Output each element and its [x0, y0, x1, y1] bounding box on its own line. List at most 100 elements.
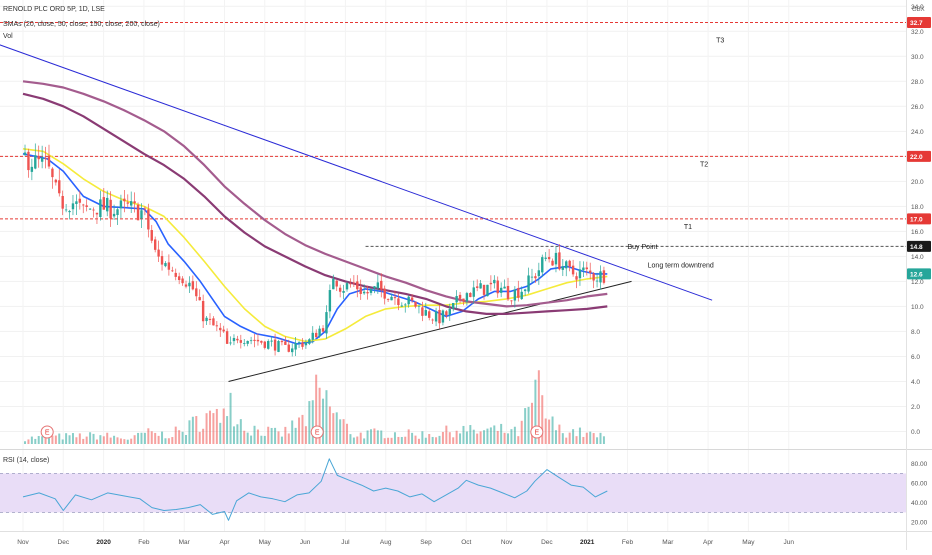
price-tick-label-1: 2.0 — [911, 404, 920, 411]
sma-legend[interactable]: SMAs (20, close, 50, close, 150, close, … — [3, 21, 160, 28]
candle-body — [561, 266, 565, 270]
candle-body — [61, 196, 64, 209]
candle-body — [225, 331, 229, 344]
candle-body — [407, 296, 410, 305]
volume-bar — [171, 437, 174, 444]
volume-bar — [424, 437, 427, 444]
volume-bar — [332, 413, 335, 444]
candle-body — [486, 284, 489, 297]
volume-bar — [585, 432, 588, 444]
price-axis[interactable]: 0.0 2.0 4.0 6.0 8.0 10.0 12.0 14.0 16.0 18.0 20.0 2… — [911, 4, 924, 436]
volume-bar — [431, 436, 434, 444]
volume-bar — [133, 435, 136, 444]
volume-bar — [239, 419, 242, 444]
candle-body — [195, 288, 198, 297]
volume-bar — [599, 432, 602, 444]
candle-body — [102, 197, 106, 210]
time-axis[interactable]: Nov Dec 2020 Feb Mar Apr May Jun Jul Aug Sep Oct Nov… — [17, 539, 794, 546]
candle-body — [95, 212, 99, 215]
candle-body — [544, 257, 547, 259]
volume-bar — [47, 438, 50, 444]
time-tick-label-14: 2021 — [580, 539, 595, 546]
time-tick-label-12: Nov — [501, 539, 513, 546]
candle-body — [582, 267, 585, 271]
volume-bar — [126, 439, 129, 444]
price-tick-label-3: 6.0 — [911, 354, 920, 361]
annotation-t3: T3 — [716, 38, 724, 45]
volume-bar — [369, 429, 372, 444]
volume-bar — [575, 436, 578, 444]
candle-body — [54, 179, 58, 183]
price-tick-label-9: 18.0 — [911, 204, 924, 211]
price-tag-label-12.6: 12.6 — [910, 271, 923, 278]
candle-body — [318, 328, 321, 337]
candle-body — [393, 297, 397, 299]
candle-body — [164, 263, 167, 267]
candle-body — [150, 230, 153, 241]
volume-bar — [489, 427, 492, 444]
candle-body — [458, 294, 462, 299]
volume-bar — [260, 435, 263, 444]
volume-bar — [191, 416, 194, 444]
candle-body — [208, 318, 212, 320]
candle-body — [78, 198, 82, 203]
volume-bar — [44, 435, 47, 444]
candle-body — [123, 198, 126, 202]
candle-body — [332, 278, 335, 290]
rsi-axis[interactable]: 20.00 40.00 60.00 80.00 — [911, 461, 928, 527]
volume-bar — [256, 429, 259, 444]
volume-bar — [493, 425, 496, 444]
volume-bar — [212, 413, 215, 444]
volume-bar — [565, 437, 568, 444]
candle-body — [475, 286, 479, 288]
candle-body — [434, 311, 438, 322]
volume-legend[interactable]: Vol — [3, 33, 13, 40]
candle-body — [58, 180, 61, 194]
candle-body — [82, 204, 85, 206]
volume-bar — [465, 431, 468, 444]
candle-body — [551, 260, 554, 266]
volume-bar — [530, 402, 533, 444]
rsi-tick-label-3: 80.00 — [911, 461, 928, 468]
candle-body — [308, 339, 311, 344]
symbol-title[interactable]: RENOLD PLC ORD 5P, 1D, LSE — [3, 6, 105, 13]
candle-body — [64, 209, 68, 211]
time-tick-label-0: Nov — [17, 539, 29, 546]
volume-bar — [41, 436, 44, 444]
candle-body — [263, 341, 266, 348]
volume-bar — [222, 408, 225, 444]
price-tick-label-16: 32.0 — [911, 29, 924, 36]
candle-body — [130, 201, 133, 206]
annotation-t1: T1 — [684, 224, 692, 231]
volume-bar — [301, 414, 304, 444]
candle-body — [92, 209, 95, 211]
volume-bar — [541, 395, 544, 444]
candle-body — [565, 261, 568, 269]
price-tick-label-15: 30.0 — [911, 54, 924, 61]
candle-body — [198, 297, 201, 301]
volume-bar — [339, 419, 342, 444]
earnings-marker-2 — [530, 425, 544, 439]
candle-body — [256, 339, 260, 342]
candle-body — [410, 297, 414, 301]
volume-bar — [455, 430, 458, 444]
candle-body — [554, 252, 558, 265]
candle-body — [575, 276, 578, 280]
price-tick-label-7: 14.0 — [911, 254, 924, 261]
volume-bar — [359, 432, 362, 444]
time-tick-label-18: May — [742, 539, 755, 546]
price-tag-12.6 — [907, 268, 931, 280]
price-tag-14.8 — [907, 240, 931, 252]
volume-bar — [34, 438, 37, 444]
candle-body — [400, 305, 404, 307]
price-tick-label-14: 28.0 — [911, 79, 924, 86]
volume-bar — [195, 416, 198, 444]
volume-bar — [58, 433, 61, 444]
volume-bar — [226, 416, 229, 444]
time-tick-label-5: Apr — [219, 539, 230, 546]
volume-bar — [219, 422, 222, 444]
horizontal-levels — [0, 22, 906, 247]
